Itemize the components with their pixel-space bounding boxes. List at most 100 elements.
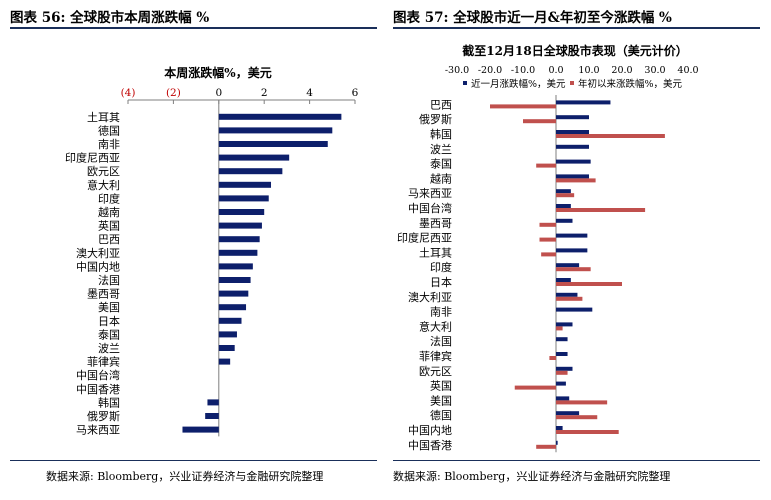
chart1-category-label: 印度尼西亚 — [65, 151, 120, 165]
chart2-bar-1m — [556, 218, 573, 223]
chart1-bar — [218, 127, 333, 134]
chart1-category-label: 土耳其 — [87, 111, 120, 124]
chart2-bar-ytd — [556, 415, 598, 420]
chart1-bar — [218, 181, 272, 188]
chart2-bar-1m — [556, 292, 578, 297]
chart1-tick-label: 2 — [261, 87, 268, 99]
chart1-bar — [218, 141, 328, 147]
chart1-category-label: 英国 — [98, 219, 120, 233]
left-figure-title: 图表 56: 全球股市本周涨跌幅 % — [10, 10, 210, 26]
chart2-category-label: 泰国 — [430, 157, 452, 171]
chart2-bar-ytd — [556, 193, 575, 198]
chart1-bar — [218, 290, 249, 297]
chart2-title: 截至12月18日全球股市表现（美元计价） — [462, 43, 687, 58]
chart2-category-label: 英国 — [430, 379, 452, 393]
chart2-legend-swatch — [570, 81, 574, 85]
chart2-category-label: 印度 — [430, 260, 452, 274]
chart2-tick-label: -10.0 — [511, 65, 535, 76]
chart2-bar-ytd — [539, 222, 556, 227]
chart1-category-label: 印度 — [98, 191, 120, 205]
chart2-legend-label: 年初以来涨跌幅%，美元 — [578, 78, 683, 90]
chart1-title: 本周涨跌幅%，美元 — [164, 65, 271, 80]
chart2-category-label: 美国 — [430, 394, 452, 407]
chart2-bar-ytd — [556, 208, 646, 212]
chart2-category-label: 越南 — [430, 171, 452, 185]
chart2-category-label: 巴西 — [430, 98, 452, 111]
chart2-bar-ytd — [490, 104, 556, 109]
chart2-bar-1m — [556, 307, 593, 312]
right-top-rule — [393, 27, 760, 29]
chart2-category-label: 俄罗斯 — [419, 113, 452, 126]
chart2-bar-ytd — [541, 252, 556, 257]
chart1-tick-label: (2) — [166, 87, 181, 99]
chart2-bar-ytd — [556, 267, 591, 272]
chart2-category-label: 菲律宾 — [419, 349, 452, 363]
chart2-category-label: 日本 — [430, 275, 452, 289]
chart1-category-label: 中国内地 — [76, 259, 120, 273]
chart2-tick-label: 30.0 — [644, 65, 665, 76]
chart2-bar-1m — [556, 130, 589, 134]
chart2-category-label: 澳大利亚 — [408, 290, 452, 304]
chart1-category-label: 意大利 — [87, 178, 120, 192]
chart1-bar — [218, 154, 290, 161]
chart1-category-label: 澳大利亚 — [76, 246, 120, 260]
chart1-category-label: 波兰 — [98, 342, 120, 355]
chart1-bar — [218, 277, 251, 283]
chart1-category-label: 南非 — [98, 138, 120, 151]
left-top-rule — [10, 27, 377, 29]
chart1-tick-label: (4) — [121, 87, 136, 99]
chart2-bar-ytd — [536, 163, 556, 168]
chart2-tick-label: 0.0 — [548, 65, 563, 76]
chart1-category-label: 菲律宾 — [87, 355, 120, 369]
chart2-bar-1m — [556, 144, 589, 149]
chart1-category-label: 欧元区 — [87, 165, 120, 178]
chart2-bar-1m — [556, 440, 558, 445]
chart1-category-label: 美国 — [98, 301, 120, 314]
weekly-change-chart: 本周涨跌幅%，美元 (4) (2) 0 2 4 6 土耳其德国南非印度尼西亚欧元区意大利印度越… — [65, 65, 359, 437]
chart2-tick-label: 40.0 — [677, 65, 698, 76]
chart2-category-label: 墨西哥 — [419, 217, 452, 230]
chart2-bar-1m — [556, 248, 588, 253]
chart2-category-label: 中国台湾 — [408, 201, 452, 215]
chart2-category-label: 意大利 — [419, 319, 452, 333]
chart1-bar — [218, 236, 260, 243]
chart2-legend-label: 近一月涨跌幅%，美元 — [471, 78, 566, 90]
chart2-category-label: 法国 — [430, 334, 452, 348]
chart1-bar — [218, 263, 253, 270]
chart2-bar-ytd — [556, 326, 563, 331]
chart2-bar-ytd — [556, 400, 608, 405]
chart1-tick-label: 4 — [306, 87, 313, 99]
chart1-tick-label: 0 — [215, 87, 222, 99]
chart1-bar — [218, 249, 258, 256]
chart1-bar — [218, 222, 262, 229]
chart2-bar-1m — [556, 100, 611, 105]
chart1-category-label: 巴西 — [98, 233, 120, 246]
chart1-category-label: 法国 — [98, 273, 120, 287]
chart2-category-label: 欧元区 — [419, 365, 452, 378]
chart2-bar-1m — [556, 263, 580, 268]
chart2-bar-1m — [556, 233, 588, 238]
chart2-bar-ytd — [556, 296, 583, 301]
chart2-bar-ytd — [556, 282, 622, 286]
chart2-category-label: 印度尼西亚 — [397, 231, 452, 245]
chart2-tick-label: 10.0 — [578, 65, 599, 76]
chart2-bar-1m — [556, 352, 568, 356]
chart1-bar — [218, 345, 235, 351]
chart2-category-label: 南非 — [430, 306, 452, 319]
chart1-category-label: 俄罗斯 — [87, 410, 120, 423]
chart1-category-label: 韩国 — [98, 395, 120, 409]
chart2-category-label: 韩国 — [430, 127, 452, 141]
chart1-tick-label: 6 — [352, 87, 359, 99]
chart1-category-label: 中国香港 — [76, 383, 120, 396]
chart2-category-label: 德国 — [430, 408, 452, 422]
chart2-bar-1m — [556, 278, 571, 282]
chart1-category-label: 马来西亚 — [76, 424, 120, 437]
chart1-bar — [218, 168, 283, 175]
chart1-bar — [205, 413, 219, 419]
right-figure-title: 图表 57: 全球股市近一月&年初至今涨跌幅 % — [393, 10, 672, 26]
chart2-bar-ytd — [514, 385, 556, 390]
chart2-bar-1m — [556, 115, 589, 120]
chart1-bar — [218, 304, 247, 311]
chart2-category-label: 波兰 — [430, 143, 452, 156]
chart1-category-label: 中国台湾 — [76, 368, 120, 382]
